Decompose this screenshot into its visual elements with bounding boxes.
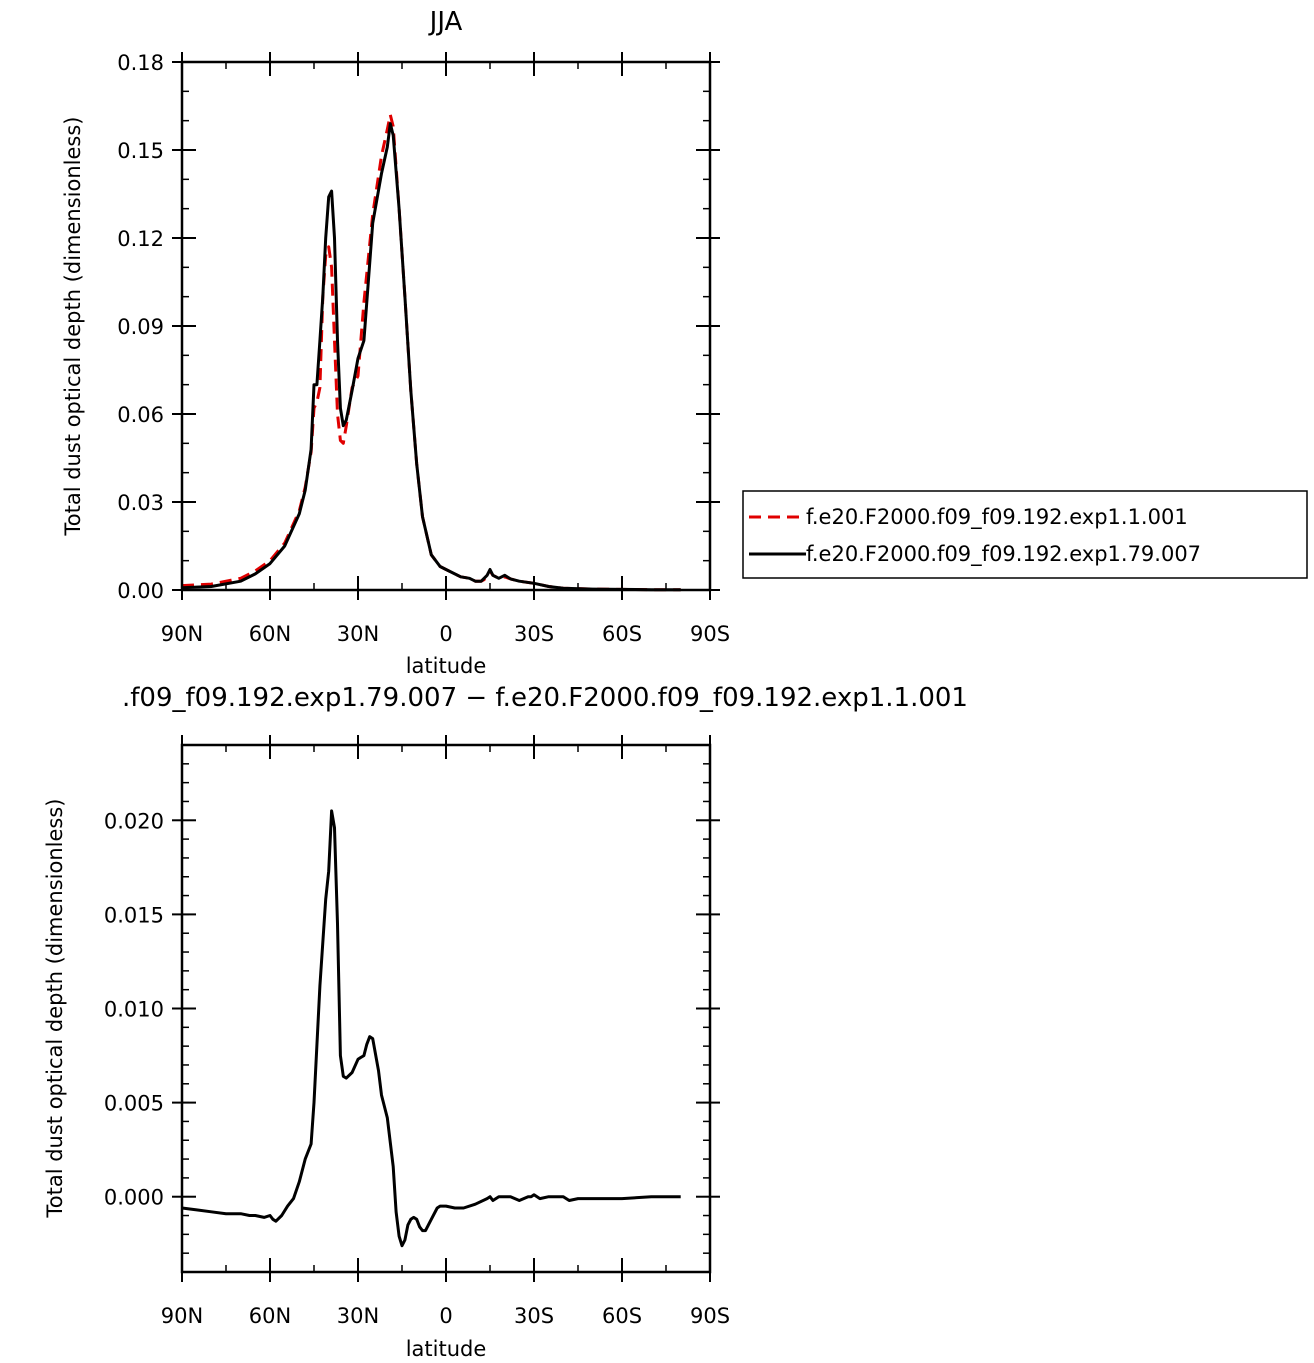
legend-box bbox=[742, 490, 1308, 579]
bottom-y-tick-label: 0.015 bbox=[104, 903, 164, 927]
bottom-y-tick-label: 0.010 bbox=[104, 998, 164, 1022]
top-y-tick-label: 0.00 bbox=[117, 579, 164, 603]
top-x-tick-label: 90S bbox=[690, 622, 730, 646]
bottom-x-tick-label: 90N bbox=[161, 1304, 203, 1328]
top-y-tick-label: 0.12 bbox=[117, 227, 164, 251]
bottom-y-tick-label: 0.000 bbox=[104, 1186, 164, 1210]
bottom-y-tick-label: 0.005 bbox=[104, 1092, 164, 1116]
bottom-x-tick-label: 60N bbox=[249, 1304, 291, 1328]
bottom-x-axis-label: latitude bbox=[406, 1337, 487, 1361]
legend-label-exp1-1-001: f.e20.F2000.f09_f09.192.exp1.1.001 bbox=[806, 505, 1188, 530]
top-y-axis-label: Total dust optical depth (dimensionless) bbox=[61, 117, 85, 537]
bottom-x-tick-label: 90S bbox=[690, 1304, 730, 1328]
top-series-line-0 bbox=[181, 113, 681, 592]
top-panel: JJA 90N 60N 30N 0 30S 60S 90S 0.00 0.03 0.06 0.09 0… bbox=[61, 7, 730, 678]
top-x-tick-label: 30S bbox=[514, 622, 554, 646]
top-y-tick-label: 0.15 bbox=[117, 139, 164, 163]
top-series-line-1 bbox=[181, 122, 681, 592]
bottom-x-tick-label: 0 bbox=[439, 1304, 452, 1328]
bottom-x-tick-label: 30N bbox=[337, 1304, 379, 1328]
legend-label-exp1-79-007: f.e20.F2000.f09_f09.192.exp1.79.007 bbox=[806, 542, 1201, 567]
bottom-y-axis-label: Total dust optical depth (dimensionless) bbox=[43, 799, 67, 1219]
bottom-x-tick-label: 60S bbox=[602, 1304, 642, 1328]
top-plot-frame bbox=[180, 60, 712, 592]
bottom-chart-title: .f09_f09.192.exp1.79.007 − f.e20.F2000.f… bbox=[122, 683, 968, 713]
bottom-plot-frame bbox=[180, 743, 712, 1274]
top-y-tick-label: 0.09 bbox=[117, 315, 164, 339]
top-y-tick-label: 0.03 bbox=[117, 491, 164, 515]
bottom-panel: .f09_f09.192.exp1.79.007 − f.e20.F2000.f… bbox=[43, 683, 968, 1361]
top-x-tick-label: 0 bbox=[439, 622, 452, 646]
bottom-axis-ticks: 90N 60N 30N 0 30S 60S 90S 0.000 0.005 0.010 0.015 0… bbox=[104, 735, 730, 1328]
legend: f.e20.F2000.f09_f09.192.exp1.1.001 f.e20… bbox=[742, 490, 1308, 579]
bottom-x-tick-label: 30S bbox=[514, 1304, 554, 1328]
bottom-y-tick-label: 0.020 bbox=[104, 809, 164, 833]
top-y-tick-label: 0.06 bbox=[117, 403, 164, 427]
top-chart-title: JJA bbox=[428, 7, 463, 37]
top-x-tick-label: 30N bbox=[337, 622, 379, 646]
top-x-axis-label: latitude bbox=[406, 654, 487, 678]
top-series-lines bbox=[181, 113, 681, 592]
top-x-tick-label: 90N bbox=[161, 622, 203, 646]
top-axis-ticks: 90N 60N 30N 0 30S 60S 90S 0.00 0.03 0.06 0.09 0.12 0… bbox=[117, 51, 730, 646]
top-y-tick-label: 0.18 bbox=[117, 51, 164, 75]
top-x-tick-label: 60N bbox=[249, 622, 291, 646]
bottom-series-lines bbox=[181, 809, 681, 1248]
bottom-series-line-0 bbox=[181, 809, 681, 1248]
top-x-tick-label: 60S bbox=[602, 622, 642, 646]
